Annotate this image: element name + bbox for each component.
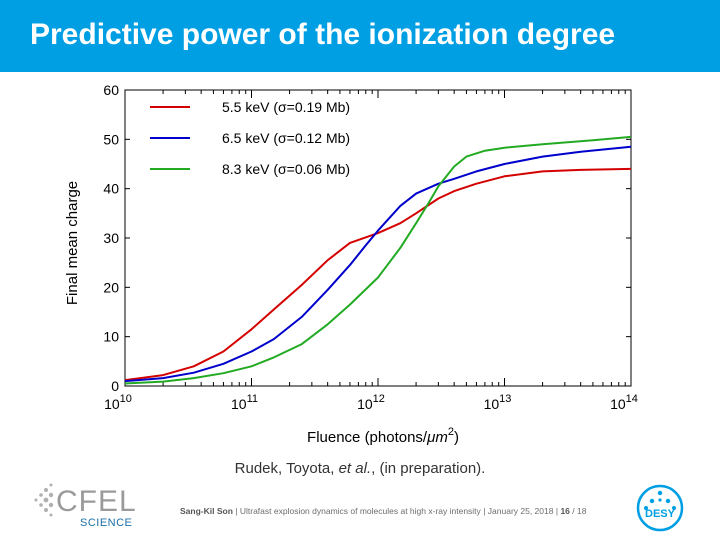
x-axis-label: Fluence (photons/μm2): [307, 426, 459, 446]
y-tick-label: 20: [103, 279, 119, 295]
caption-etal: et al.: [338, 460, 372, 477]
desy-logo: DESY: [636, 484, 684, 532]
cfel-science-logo: CFEL SCIENCE: [34, 483, 137, 528]
x-tick-label: 1011: [231, 393, 258, 412]
title-bar: Predictive power of the ionization degre…: [0, 0, 720, 72]
cfel-dot-pattern-icon: [34, 483, 54, 517]
slide-footer: Sang-Kil Son | Ultrafast explosion dynam…: [180, 506, 587, 516]
citation-caption: Rudek, Toyota, et al., (in preparation).: [0, 460, 720, 477]
y-tick-label: 60: [103, 82, 119, 98]
slide-title: Predictive power of the ionization degre…: [30, 18, 616, 51]
x-tick-label: 1012: [357, 393, 385, 412]
series-line-2: [124, 145, 632, 383]
fluence-charge-chart: 0 10 20 30 40 50 60 1010 1011 1012 1013 1014 Fluence…: [64, 82, 638, 446]
legend-label-3: 8.3 keV (σ=0.06 Mb): [222, 161, 350, 177]
plot-frame: [124, 89, 632, 387]
caption-authors: Rudek, Toyota,: [234, 460, 339, 477]
footer-page-number: 16: [560, 506, 570, 516]
y-tick-label: 30: [103, 230, 119, 246]
series-line-1: [124, 167, 632, 382]
y-axis-label: Final mean charge: [64, 181, 81, 305]
footer-talk-title: Ultrafast explosion dynamics of molecule…: [239, 506, 481, 516]
footer-author: Sang-Kil Son: [180, 506, 233, 516]
y-tick-label: 50: [103, 131, 119, 147]
series-line-3: [124, 135, 632, 385]
x-tick-label: 1013: [484, 393, 512, 412]
legend-label-1: 5.5 keV (σ=0.19 Mb): [222, 99, 350, 115]
footer-date: January 25, 2018: [487, 506, 554, 516]
cfel-logo-text: CFEL: [56, 485, 137, 518]
x-tick-label: 1010: [104, 393, 132, 412]
desy-diamond-icon: [644, 490, 676, 510]
y-tick-label: 40: [103, 181, 119, 197]
footer-page-total: 18: [577, 506, 587, 516]
caption-status: , (in preparation).: [371, 460, 486, 477]
desy-logo-text: DESY: [645, 508, 676, 520]
legend-label-2: 6.5 keV (σ=0.12 Mb): [222, 130, 350, 146]
y-tick-label: 10: [103, 329, 119, 345]
x-tick-label: 1014: [610, 393, 638, 412]
y-tick-label: 0: [111, 378, 119, 394]
science-logo-text: SCIENCE: [80, 517, 132, 528]
